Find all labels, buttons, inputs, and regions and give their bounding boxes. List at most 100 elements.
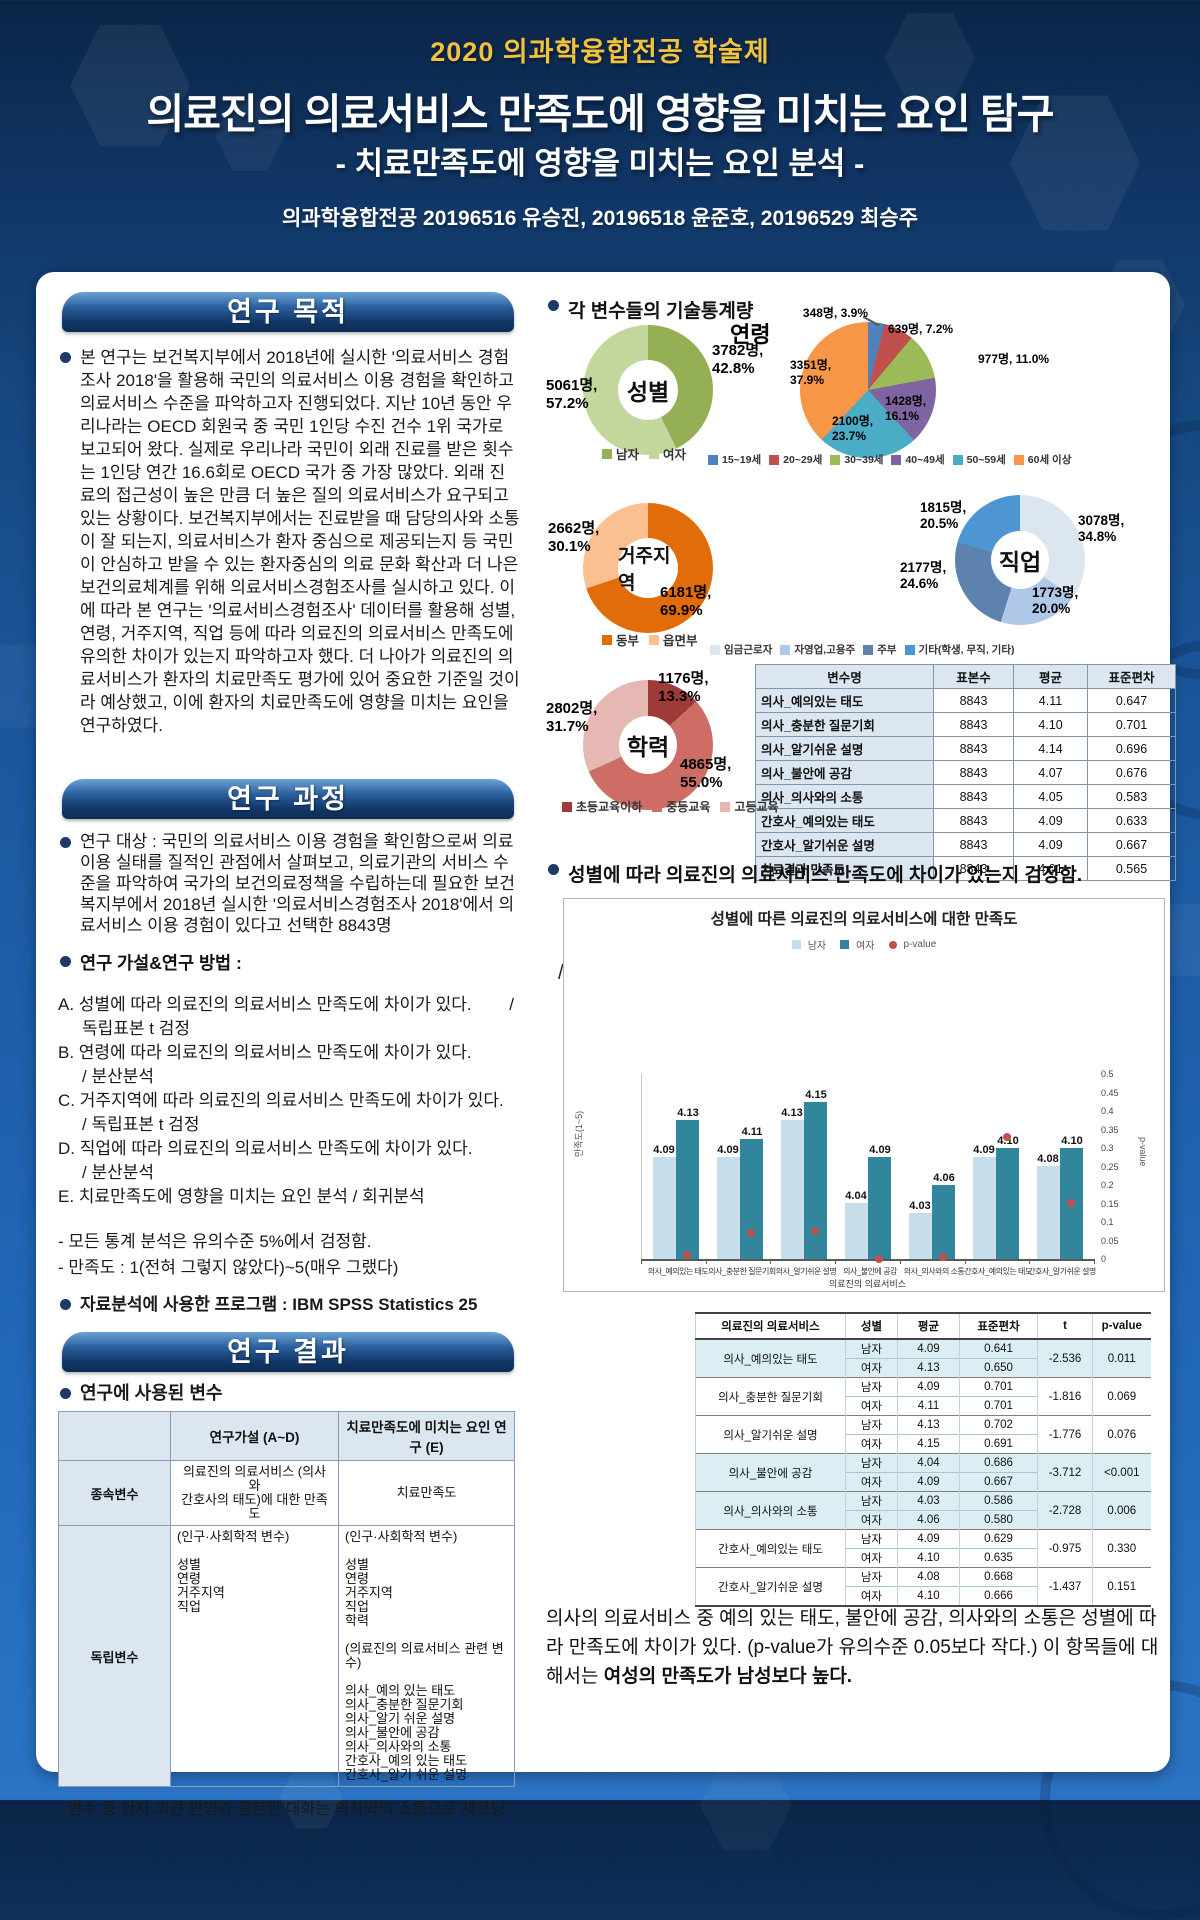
- table-row: 독립변수 (인구·사회학적 변수) 성별 연령 거주지역 직업 (인구·사회학적…: [58, 1525, 515, 1787]
- x-tick-label: 간호사_예의있는 태도: [964, 1267, 1032, 1276]
- ttest-mean-cell: 4.13: [897, 1415, 960, 1435]
- stats-variable-cell: 의사_의사와의 소통: [755, 784, 934, 809]
- stats-value-cell: 0.565: [1087, 856, 1176, 881]
- table-row: 의사_예의있는 태도 남자 4.09 0.641 -2.536 0.011: [695, 1338, 1151, 1378]
- legend-label: 50~59세: [966, 454, 1006, 466]
- legend-item: 동부: [602, 630, 639, 649]
- x-axis-line: [641, 1259, 1094, 1261]
- legend-swatch-icon: [710, 644, 720, 655]
- stats-variable-cell: 간호사_예의있는 태도: [755, 808, 934, 833]
- ttest-gender-cell: 남자: [845, 1491, 898, 1511]
- ttest-gender-cell: 남자: [845, 1338, 898, 1359]
- ttest-mean-cell: 4.09: [897, 1377, 960, 1397]
- legend-item: 60세 이상: [1013, 452, 1071, 467]
- table-row: 여자 4.13 0.650: [696, 1358, 1151, 1378]
- stats-value-cell: 8843: [933, 712, 1014, 737]
- right-axis-tick: 0.2: [1101, 1180, 1114, 1190]
- hypothesis-list: A. 성별에 따라 의료진의 의료서비스 만족도에 차이가 있다. / 독립표본 t…: [58, 993, 520, 1209]
- legend-label: 읍면부: [663, 634, 698, 648]
- bar-value-label: 4.03: [909, 1200, 931, 1212]
- program-text: 자료분석에 사용한 프로그램 : IBM SPSS Statistics 25: [80, 1295, 478, 1314]
- legend-item: 임금근로자: [710, 642, 772, 657]
- stats-header-cell: 표준편차: [1087, 664, 1176, 689]
- pvalue-dot-icon: [888, 940, 897, 949]
- bar-value-label: 4.06: [933, 1172, 955, 1184]
- legend-swatch-icon: [562, 801, 572, 812]
- bar-female: [676, 1120, 699, 1259]
- table-row: 의사_의사와의 소통 남자 4.03 0.586 -2.728 0.006: [695, 1491, 1151, 1530]
- hypothesis-text: B. 연령에 따라 의료진의 의료서비스 만족도에 차이가 있다.: [58, 1043, 472, 1062]
- legend-item: 여자: [649, 444, 686, 463]
- descriptive-stats-label-row: 각 변수들의 기술통계량: [546, 296, 753, 323]
- y-axis-line: [641, 1074, 642, 1259]
- stats-value-cell: 0.667: [1087, 832, 1176, 857]
- ttest-p-cell: 0.330: [1092, 1529, 1151, 1568]
- bar-value-label: 4.09: [869, 1144, 891, 1156]
- bullet-icon: [60, 956, 71, 967]
- education-legend: 초등교육이하 중등교육 고등교육: [562, 798, 779, 815]
- education-donut-chart: 학력: [583, 680, 713, 810]
- ttest-mean-cell: 4.09: [897, 1472, 960, 1492]
- section-heading-process: 연구 과정: [62, 779, 514, 819]
- stats-variable-cell: 의사_알기쉬운 설명: [755, 736, 934, 761]
- right-axis-tick: 0.15: [1101, 1198, 1119, 1209]
- residence-donut-chart: 거주지역: [583, 503, 713, 633]
- table-row: 간호사_알기쉬운 설명 남자 4.08 0.668 -1.437 0.151: [695, 1567, 1151, 1606]
- legend-swatch-icon: [720, 801, 731, 812]
- ttest-sd-cell: 0.580: [959, 1510, 1038, 1530]
- ttest-header-cell: 평균: [897, 1313, 960, 1340]
- right-axis-tick: 0.05: [1101, 1235, 1119, 1246]
- legend-swatch-icon: [602, 448, 612, 459]
- ttest-mean-cell: 4.13: [897, 1358, 960, 1378]
- bullet-icon: [60, 1388, 71, 1399]
- ttest-p-cell: 0.076: [1092, 1415, 1151, 1454]
- bullet-icon: [60, 352, 71, 363]
- stats-variable-cell: 치료결과 만족도: [755, 856, 934, 881]
- ttest-variable-cell: 의사_불안에 공감: [695, 1453, 846, 1492]
- stats-value-cell: 8843: [933, 784, 1014, 809]
- legend-label: 동부: [616, 634, 640, 648]
- variables-table: 연구가설 (A~D) 치료만족도에 미치는 요인 연구 (E) 종속변수 의료진…: [58, 1411, 515, 1787]
- bar-male: [1037, 1166, 1060, 1259]
- bullet-icon: [548, 864, 559, 875]
- residence-legend: 동부 읍면부: [602, 630, 698, 649]
- table-row: 여자 4.10 0.635: [696, 1548, 1151, 1568]
- hypothesis-main: A. 성별에 따라 의료진의 의료서비스 만족도에 차이가 있다. /: [58, 993, 520, 1017]
- ttest-variable-cell: 의사_의사와의 소통: [695, 1491, 846, 1530]
- stats-value-cell: 4.07: [1013, 760, 1088, 785]
- conclusion-bold-text: 여성의 만족도가 남성보다 높다.: [603, 1666, 853, 1687]
- right-axis-tick: 0.25: [1101, 1161, 1119, 1172]
- ttest-sd-cell: 0.666: [959, 1586, 1038, 1606]
- study-subject-text: 연구 대상 : 국민의 의료서비스 이용 경험을 확인함으로써 의료이용 실태를…: [80, 832, 515, 935]
- ttest-table: 의료진의 의료서비스 성별 평균 표준편차 t p-value 의사_예의있는 태도 남자 4.…: [695, 1312, 1151, 1607]
- dependent-var-c1: 의료진의 의료서비스 (의사와 간호사의 태도)에 대한 만족도: [170, 1460, 339, 1526]
- hypothesis-text: A. 성별에 따라 의료진의 의료서비스 만족도에 차이가 있다.: [58, 995, 472, 1014]
- stats-variable-cell: 의사_예의있는 태도: [755, 688, 934, 713]
- right-axis-tick: 0.1: [1101, 1217, 1114, 1227]
- ttest-gender-cell: 여자: [845, 1434, 898, 1454]
- authors-line: 의과학융합전공 20196516 유승진, 20196518 윤준호, 2019…: [281, 207, 919, 230]
- x-tick-icon: [1029, 1259, 1031, 1264]
- bar-value-label: 4.09: [653, 1144, 675, 1156]
- ttest-t-cell: -2.536: [1037, 1338, 1093, 1378]
- table-row: 의사_불안에 공감 8843 4.07 0.676: [755, 760, 1176, 785]
- hypothesis-main: E. 치료만족도에 영향을 미치는 요인 분석 / 회귀분석: [58, 1185, 520, 1209]
- bar-value-label: 4.09: [973, 1144, 995, 1156]
- p-value-dot-icon: [1067, 1199, 1075, 1208]
- right-column: 각 변수들의 기술통계량 성별 3782명, 42.8% 5061명, 57.2…: [540, 294, 1176, 1734]
- table-header-row: 변수명 표본수 평균 표준편차: [755, 664, 1176, 689]
- bar-female: [804, 1102, 827, 1259]
- pie-slice-label: 3078명, 34.8%: [1078, 513, 1125, 545]
- legend-item: 초등교육이하: [562, 798, 642, 815]
- ttest-sd-cell: 0.702: [959, 1415, 1038, 1435]
- hypothesis-main: B. 연령에 따라 의료진의 의료서비스 만족도에 차이가 있다.: [58, 1041, 520, 1065]
- stats-value-cell: 4.09: [1013, 808, 1088, 833]
- p-value-dot-icon: [683, 1250, 691, 1259]
- table-row: 여자 4.06 0.580: [696, 1510, 1151, 1530]
- p-value-dot-icon: [875, 1254, 883, 1263]
- bar-male: [653, 1157, 676, 1259]
- ttest-header-cell: t: [1037, 1313, 1093, 1340]
- bullet-icon: [548, 300, 559, 311]
- ttest-gender-cell: 여자: [845, 1548, 898, 1568]
- legend-label: 여자: [663, 448, 687, 462]
